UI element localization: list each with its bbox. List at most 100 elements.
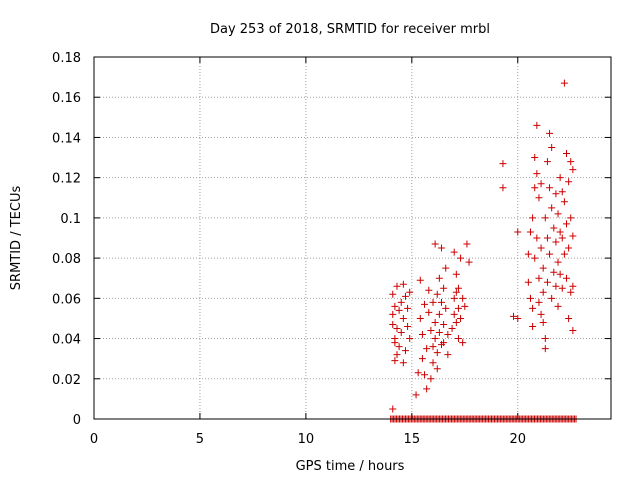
data-point [389, 310, 397, 318]
data-point [531, 184, 539, 192]
y-tick-label: 0.08 [52, 252, 81, 267]
data-point [569, 327, 577, 335]
data-point [423, 345, 431, 353]
data-point [537, 180, 545, 188]
data-point [499, 160, 507, 168]
data-point [463, 240, 471, 248]
data-point [454, 304, 462, 312]
data-point [537, 310, 545, 318]
data-point [560, 250, 568, 258]
data-point [554, 302, 562, 310]
data-point [425, 286, 433, 294]
data-point [401, 292, 409, 300]
data-point [459, 339, 467, 347]
data-point [533, 121, 541, 129]
data-point [560, 79, 568, 87]
data-point [452, 270, 460, 278]
plot-frame [93, 56, 612, 420]
data-point [526, 294, 534, 302]
data-point [416, 314, 424, 322]
data-point [529, 322, 537, 330]
y-tick-label: 0.1 [60, 212, 81, 227]
data-point [550, 268, 558, 276]
data-point [423, 385, 431, 393]
data-point [529, 304, 537, 312]
data-point [539, 318, 547, 326]
data-point [556, 270, 564, 278]
data-point [397, 298, 405, 306]
data-point [548, 144, 556, 151]
x-tick-label: 5 [196, 432, 204, 447]
data-point [537, 244, 545, 252]
y-tick-label: 0.16 [52, 91, 81, 106]
data-point [533, 234, 541, 242]
data-point [565, 314, 573, 322]
data-point [393, 351, 401, 359]
data-point [450, 294, 458, 302]
data-point [418, 331, 426, 339]
data-point [425, 308, 433, 316]
data-point [457, 314, 465, 322]
data-point [433, 349, 441, 357]
data-point [531, 254, 539, 262]
data-point [546, 184, 554, 192]
data-point [450, 310, 458, 318]
data-point [546, 250, 554, 258]
data-point [401, 347, 409, 355]
data-point [429, 359, 437, 367]
data-point [393, 282, 401, 290]
y-tick-label: 0.18 [52, 51, 81, 66]
data-point [418, 355, 426, 363]
data-point [389, 320, 397, 328]
y-tick-label: 0.14 [52, 131, 81, 146]
data-point [395, 343, 403, 351]
data-point [397, 329, 405, 337]
y-tick-label: 0.12 [52, 172, 81, 187]
data-point [539, 288, 547, 296]
data-point [558, 188, 566, 196]
data-point [459, 294, 467, 302]
x-tick-label: 0 [90, 432, 98, 447]
data-point [406, 335, 414, 343]
data-point [567, 214, 575, 222]
x-tick-label: 20 [509, 432, 526, 447]
data-point [448, 325, 456, 332]
data-point [543, 278, 551, 286]
data-point [548, 204, 556, 212]
data-point [552, 190, 560, 198]
data-point [437, 298, 445, 306]
data-point [457, 254, 465, 262]
data-point [427, 375, 435, 383]
data-point [524, 278, 532, 286]
data-point [550, 224, 558, 232]
data-point [452, 288, 460, 296]
data-point [412, 391, 420, 399]
data-point [541, 335, 549, 343]
data-point [514, 228, 522, 236]
data-point [541, 214, 549, 222]
data-point [421, 300, 429, 308]
data-point [541, 345, 549, 353]
data-point [556, 174, 564, 182]
y-axis: 0 0.02 0.04 0.06 0.08 0.1 0.12 0.14 0.16 0.18 [52, 51, 611, 428]
data-point [429, 343, 437, 351]
y-tick-label: 0 [73, 413, 81, 428]
data-point [560, 198, 568, 206]
data-point [565, 244, 573, 252]
data-point [554, 258, 562, 266]
grid-lines [94, 57, 611, 419]
data-point [539, 264, 547, 272]
data-point [440, 284, 448, 292]
data-point [440, 320, 448, 328]
data-point [404, 304, 412, 312]
data-point [416, 276, 424, 284]
data-point [393, 325, 401, 332]
data-point [526, 228, 534, 236]
x-tick-label: 15 [404, 432, 421, 447]
data-point [395, 306, 403, 314]
data-point [563, 150, 571, 158]
data-point [414, 369, 422, 377]
data-point [543, 158, 551, 166]
data-point [437, 244, 445, 252]
